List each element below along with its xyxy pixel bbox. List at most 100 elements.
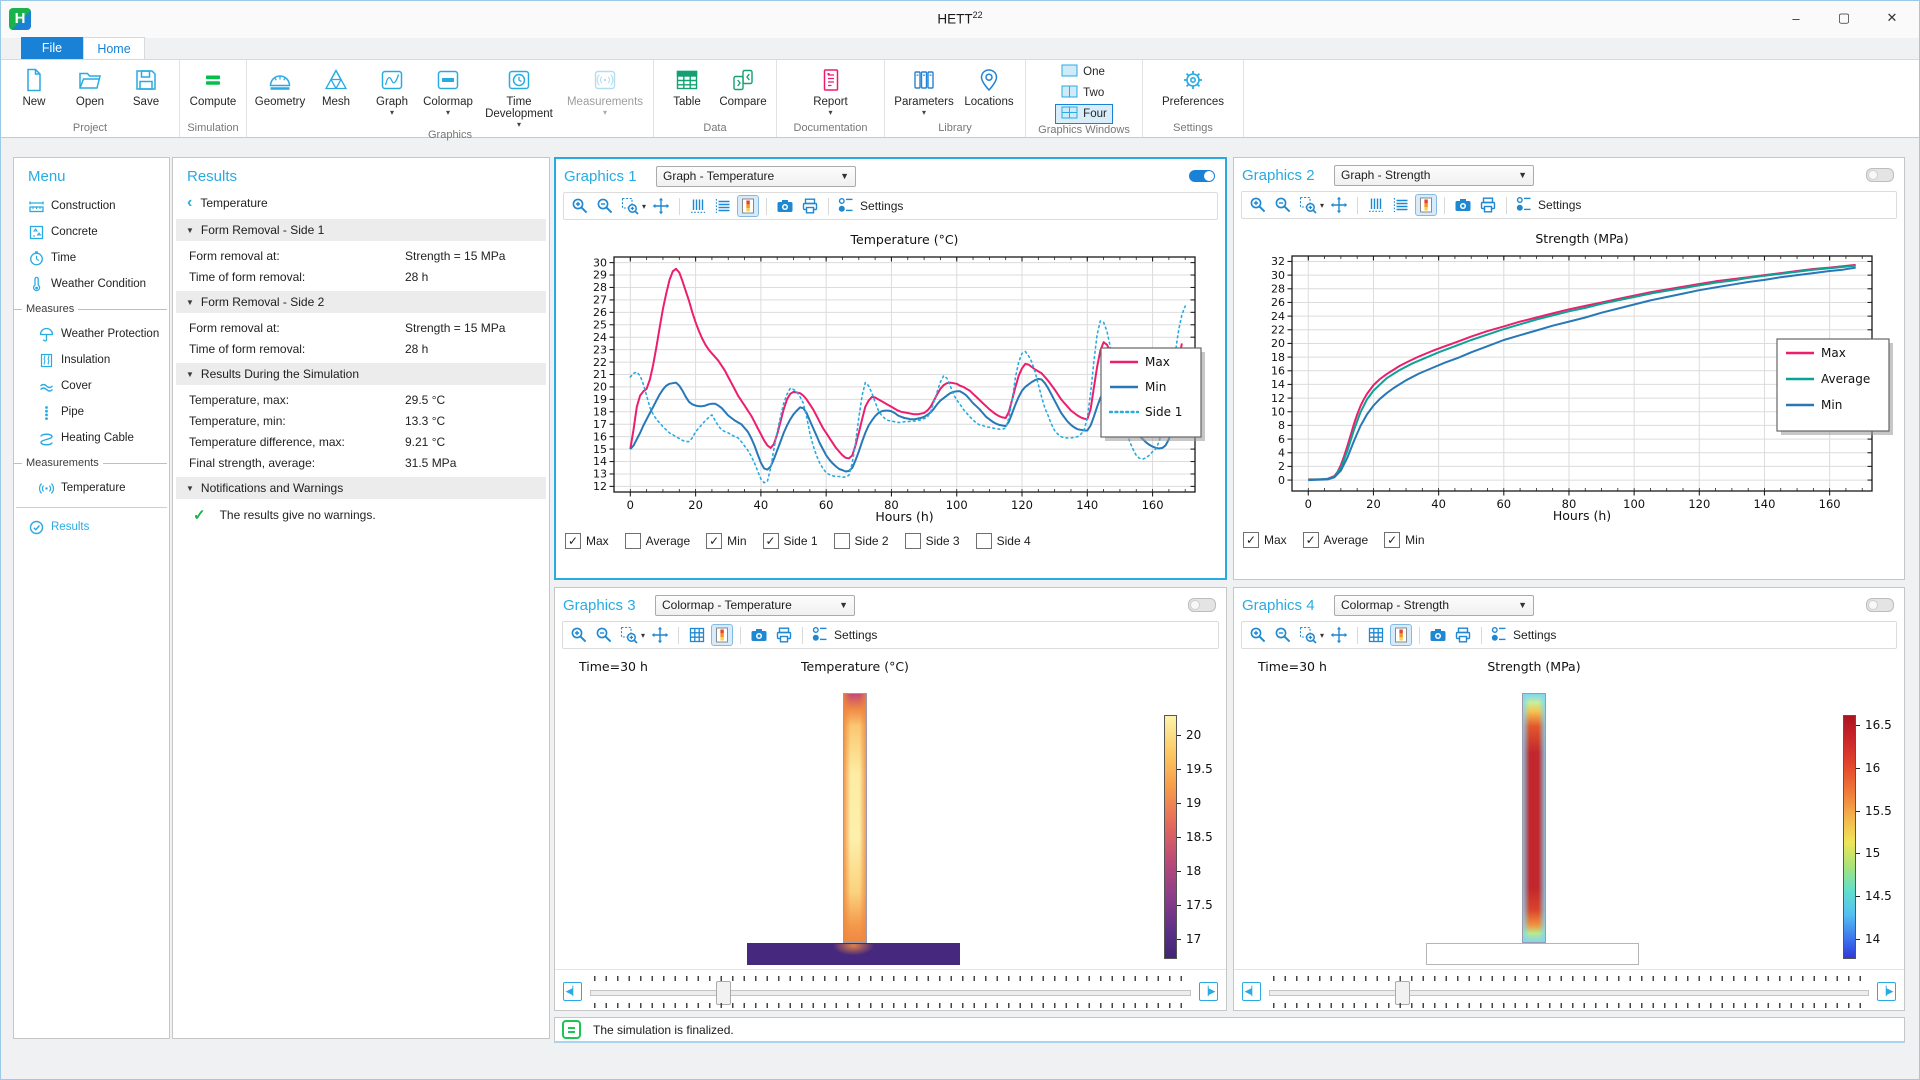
- layout-one-button[interactable]: One: [1055, 62, 1113, 82]
- checkbox-max[interactable]: ✓ Max: [565, 532, 609, 549]
- colormap-button[interactable]: Colormap ▾: [421, 62, 475, 117]
- chevron-down-icon[interactable]: ▾: [1320, 630, 1325, 640]
- colorbar-icon[interactable]: [737, 195, 760, 217]
- report-button[interactable]: Report ▾: [804, 62, 858, 117]
- y-grid-icon[interactable]: [713, 196, 733, 216]
- sidebar-item-concrete[interactable]: Concrete: [14, 219, 169, 245]
- graph-button[interactable]: Graph ▾: [365, 62, 419, 117]
- settings-button[interactable]: Settings: [811, 625, 877, 646]
- graphics-2-toggle[interactable]: [1866, 168, 1894, 182]
- graphics-4-colormap-view[interactable]: Time=30 h Strength (MPa) 16.5 16 15.5 15 14.5 1…: [1234, 651, 1904, 969]
- open-button[interactable]: Open: [63, 62, 117, 108]
- y-grid-icon[interactable]: [1391, 195, 1411, 215]
- checkbox-side-4[interactable]: Side 4: [975, 532, 1031, 549]
- checkbox-box[interactable]: [833, 532, 850, 549]
- graphics-3-view-dropdown[interactable]: Colormap - Temperature ▼: [655, 594, 855, 616]
- colorbar-icon[interactable]: [1390, 624, 1413, 646]
- zoom-region-icon[interactable]: [1298, 195, 1318, 215]
- results-section-notifications-and-warnings[interactable]: ▼ Notifications and Warnings: [176, 477, 546, 499]
- graphics-2-view-dropdown[interactable]: Graph - Strength ▼: [1334, 164, 1534, 186]
- sidebar-item-pipe[interactable]: Pipe: [14, 399, 169, 425]
- tab-home[interactable]: Home: [83, 37, 145, 59]
- sidebar-item-weather-protection[interactable]: Weather Protection: [14, 321, 169, 347]
- zoom-in-icon[interactable]: [1248, 625, 1268, 645]
- tab-file[interactable]: File: [21, 37, 83, 59]
- sidebar-item-weather-condition[interactable]: Weather Condition: [14, 271, 169, 297]
- step-forward-button[interactable]: ▕▶: [1877, 982, 1896, 1001]
- checkbox-box[interactable]: [904, 532, 921, 549]
- zoom-region-icon[interactable]: [620, 196, 640, 216]
- fit-view-icon[interactable]: [650, 625, 670, 645]
- chart-canvas[interactable]: 0 20 40 60 80 100 120 140 1600246810121416182022…: [1234, 221, 1900, 527]
- graphics-3-toggle[interactable]: [1188, 598, 1216, 612]
- sidebar-item-cover[interactable]: Cover: [14, 373, 169, 399]
- chart-canvas[interactable]: 0 20 40 60 80 100 120 140 1601213141516171819202…: [556, 222, 1223, 528]
- checkbox-box[interactable]: ✓: [706, 532, 723, 549]
- slider-thumb[interactable]: [1395, 980, 1410, 1005]
- x-grid-icon[interactable]: [1366, 195, 1386, 215]
- checkbox-box[interactable]: ✓: [762, 532, 779, 549]
- checkbox-average[interactable]: Average: [624, 532, 690, 549]
- zoom-region-icon[interactable]: [619, 625, 639, 645]
- results-back-link[interactable]: ‹ Temperature: [187, 194, 268, 211]
- checkbox-box[interactable]: ✓: [1243, 531, 1259, 548]
- parameters-button[interactable]: Parameters ▾: [891, 62, 957, 117]
- sidebar-item-time[interactable]: Time: [14, 245, 169, 271]
- snapshot-icon[interactable]: [775, 196, 795, 216]
- chevron-down-icon[interactable]: ▾: [642, 201, 647, 211]
- sidebar-item-insulation[interactable]: Insulation: [14, 347, 169, 373]
- sidebar-item-construction[interactable]: Construction: [14, 193, 169, 219]
- compare-button[interactable]: Compare: [716, 62, 770, 108]
- preferences-button[interactable]: Preferences: [1159, 62, 1227, 108]
- time-development-button[interactable]: Time Development ▾: [477, 62, 561, 129]
- fit-view-icon[interactable]: [1329, 625, 1349, 645]
- fit-view-icon[interactable]: [651, 196, 671, 216]
- zoom-out-icon[interactable]: [1273, 625, 1293, 645]
- zoom-out-icon[interactable]: [595, 196, 615, 216]
- chevron-down-icon[interactable]: ▾: [641, 630, 646, 640]
- checkbox-min[interactable]: ✓ Min: [1384, 531, 1425, 548]
- settings-button[interactable]: Settings: [837, 196, 903, 217]
- mesh-button[interactable]: Mesh: [309, 62, 363, 108]
- graphics-1-view-dropdown[interactable]: Graph - Temperature ▼: [656, 165, 856, 187]
- checkbox-box[interactable]: ✓: [565, 532, 581, 549]
- snapshot-icon[interactable]: [749, 625, 769, 645]
- grid-icon[interactable]: [1366, 625, 1386, 645]
- step-back-button[interactable]: ◀▏: [563, 982, 582, 1001]
- table-button[interactable]: Table: [660, 62, 714, 108]
- geometry-button[interactable]: Geometry: [253, 62, 307, 108]
- settings-button[interactable]: Settings: [1515, 195, 1581, 216]
- save-button[interactable]: Save: [119, 62, 173, 108]
- colorbar-icon[interactable]: [1415, 194, 1438, 216]
- checkbox-side-1[interactable]: ✓ Side 1: [762, 532, 818, 549]
- print-icon[interactable]: [1478, 195, 1498, 215]
- graphics-4-toggle[interactable]: [1866, 598, 1894, 612]
- sidebar-item-temperature[interactable]: Temperature: [14, 475, 169, 501]
- close-button[interactable]: ✕: [1886, 10, 1898, 25]
- snapshot-icon[interactable]: [1428, 625, 1448, 645]
- print-icon[interactable]: [1453, 625, 1473, 645]
- checkbox-max[interactable]: ✓ Max: [1243, 531, 1287, 548]
- settings-button[interactable]: Settings: [1490, 625, 1556, 646]
- checkbox-box[interactable]: ✓: [1302, 531, 1319, 548]
- step-forward-button[interactable]: ▕▶: [1199, 982, 1218, 1001]
- sidebar-item-heating-cable[interactable]: Heating Cable: [14, 425, 169, 451]
- checkbox-side-2[interactable]: Side 2: [833, 532, 889, 549]
- results-section-form-removal-side-1[interactable]: ▼ Form Removal - Side 1: [176, 219, 546, 241]
- graphics-4-view-dropdown[interactable]: Colormap - Strength ▼: [1334, 594, 1534, 616]
- zoom-in-icon[interactable]: [570, 196, 590, 216]
- compute-button[interactable]: Compute: [186, 62, 240, 108]
- checkbox-min[interactable]: ✓ Min: [706, 532, 747, 549]
- graphics-1-toggle[interactable]: [1189, 170, 1215, 182]
- minimize-button[interactable]: –: [1792, 10, 1800, 26]
- step-back-button[interactable]: ◀▏: [1242, 982, 1261, 1001]
- slider-thumb[interactable]: [716, 980, 732, 1005]
- zoom-out-icon[interactable]: [1273, 195, 1293, 215]
- layout-two-button[interactable]: Two: [1055, 83, 1113, 103]
- snapshot-icon[interactable]: [1453, 195, 1473, 215]
- results-section-results-during-the-simulation[interactable]: ▼ Results During the Simulation: [176, 363, 546, 385]
- grid-icon[interactable]: [687, 625, 707, 645]
- graphics-3-colormap-view[interactable]: Time=30 h Temperature (°C) 20 19.5 19 18.5 18 1…: [555, 651, 1226, 969]
- results-section-form-removal-side-2[interactable]: ▼ Form Removal - Side 2: [176, 291, 546, 313]
- sidebar-item-results[interactable]: Results: [14, 514, 169, 540]
